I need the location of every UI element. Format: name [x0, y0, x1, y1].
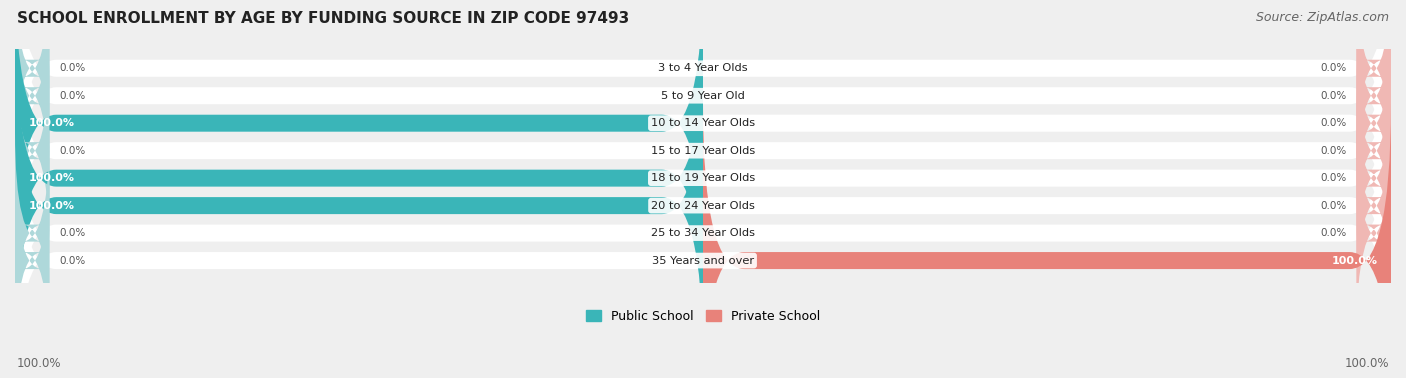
- FancyBboxPatch shape: [15, 0, 1391, 279]
- Text: 0.0%: 0.0%: [59, 146, 86, 156]
- Text: 15 to 17 Year Olds: 15 to 17 Year Olds: [651, 146, 755, 156]
- Text: 0.0%: 0.0%: [59, 63, 86, 73]
- FancyBboxPatch shape: [15, 0, 1391, 225]
- FancyBboxPatch shape: [15, 0, 49, 197]
- Text: 20 to 24 Year Olds: 20 to 24 Year Olds: [651, 201, 755, 211]
- FancyBboxPatch shape: [15, 132, 49, 335]
- FancyBboxPatch shape: [15, 49, 1391, 362]
- Text: 100.0%: 100.0%: [28, 201, 75, 211]
- FancyBboxPatch shape: [15, 0, 1391, 307]
- FancyBboxPatch shape: [1357, 49, 1391, 252]
- Text: 35 Years and over: 35 Years and over: [652, 256, 754, 266]
- FancyBboxPatch shape: [15, 159, 49, 362]
- FancyBboxPatch shape: [1357, 77, 1391, 279]
- FancyBboxPatch shape: [1357, 132, 1391, 335]
- Text: 0.0%: 0.0%: [1320, 146, 1347, 156]
- Text: 0.0%: 0.0%: [1320, 173, 1347, 183]
- FancyBboxPatch shape: [15, 0, 1391, 252]
- FancyBboxPatch shape: [703, 104, 1391, 378]
- Text: 100.0%: 100.0%: [17, 358, 62, 370]
- FancyBboxPatch shape: [15, 0, 49, 170]
- Text: SCHOOL ENROLLMENT BY AGE BY FUNDING SOURCE IN ZIP CODE 97493: SCHOOL ENROLLMENT BY AGE BY FUNDING SOUR…: [17, 11, 628, 26]
- Text: 100.0%: 100.0%: [1331, 256, 1378, 266]
- Text: 5 to 9 Year Old: 5 to 9 Year Old: [661, 91, 745, 101]
- Text: 0.0%: 0.0%: [59, 256, 86, 266]
- FancyBboxPatch shape: [15, 49, 49, 252]
- FancyBboxPatch shape: [15, 0, 703, 279]
- Text: 0.0%: 0.0%: [1320, 91, 1347, 101]
- FancyBboxPatch shape: [15, 22, 703, 335]
- Text: 100.0%: 100.0%: [28, 118, 75, 128]
- Text: 0.0%: 0.0%: [59, 228, 86, 238]
- FancyBboxPatch shape: [15, 104, 1391, 378]
- Text: 0.0%: 0.0%: [1320, 118, 1347, 128]
- Text: 100.0%: 100.0%: [28, 173, 75, 183]
- Text: 18 to 19 Year Olds: 18 to 19 Year Olds: [651, 173, 755, 183]
- FancyBboxPatch shape: [15, 77, 1391, 378]
- Text: 3 to 4 Year Olds: 3 to 4 Year Olds: [658, 63, 748, 73]
- Text: 25 to 34 Year Olds: 25 to 34 Year Olds: [651, 228, 755, 238]
- Text: Source: ZipAtlas.com: Source: ZipAtlas.com: [1256, 11, 1389, 24]
- Legend: Public School, Private School: Public School, Private School: [581, 305, 825, 328]
- FancyBboxPatch shape: [1357, 0, 1391, 197]
- FancyBboxPatch shape: [1357, 104, 1391, 307]
- FancyBboxPatch shape: [1357, 22, 1391, 225]
- Text: 0.0%: 0.0%: [1320, 63, 1347, 73]
- FancyBboxPatch shape: [15, 22, 1391, 335]
- Text: 0.0%: 0.0%: [1320, 228, 1347, 238]
- Text: 10 to 14 Year Olds: 10 to 14 Year Olds: [651, 118, 755, 128]
- Text: 100.0%: 100.0%: [1344, 358, 1389, 370]
- FancyBboxPatch shape: [1357, 0, 1391, 170]
- FancyBboxPatch shape: [15, 49, 703, 362]
- Text: 0.0%: 0.0%: [59, 91, 86, 101]
- Text: 0.0%: 0.0%: [1320, 201, 1347, 211]
